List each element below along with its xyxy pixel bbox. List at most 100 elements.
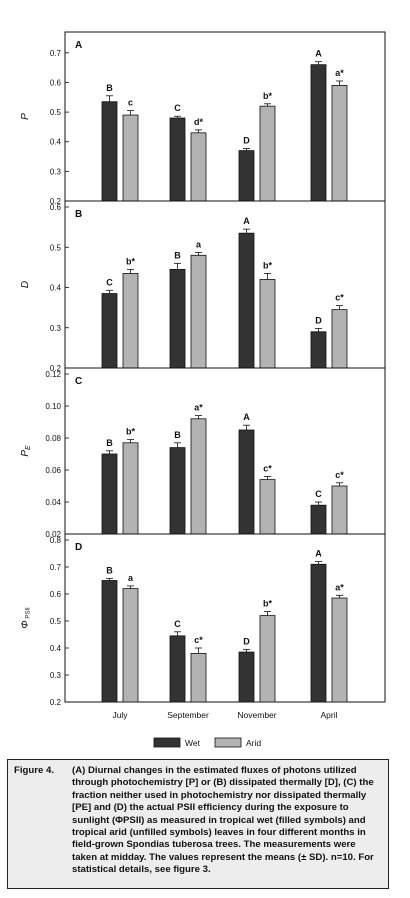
significance-label: c* bbox=[263, 463, 272, 473]
significance-label: b* bbox=[263, 91, 272, 101]
bar-arid-september bbox=[190, 254, 207, 369]
significance-label: C bbox=[174, 103, 181, 113]
significance-label: a bbox=[128, 573, 134, 583]
figure-caption: Figure 4. (A) Diurnal changes in the est… bbox=[7, 759, 389, 889]
y-tick-label: 0.7 bbox=[50, 563, 62, 572]
significance-label: B bbox=[174, 250, 181, 260]
significance-label: D bbox=[243, 136, 250, 146]
bar-arid-july bbox=[122, 114, 139, 202]
significance-label: A bbox=[243, 216, 250, 226]
bar-wet-april bbox=[310, 331, 327, 369]
y-axis-label: PE bbox=[20, 445, 32, 457]
bar-wet-july bbox=[101, 453, 118, 535]
y-axis-label: D bbox=[20, 281, 31, 288]
significance-label: B bbox=[174, 430, 181, 440]
y-tick-label: 0.2 bbox=[50, 364, 62, 373]
significance-label: b* bbox=[263, 260, 272, 270]
bar-arid-april bbox=[331, 85, 348, 202]
y-tick-label: 0.4 bbox=[50, 138, 62, 147]
y-tick-label: 0.02 bbox=[45, 530, 61, 539]
bar-wet-september bbox=[169, 268, 186, 369]
panel-label: D bbox=[75, 542, 82, 553]
bar-arid-april bbox=[331, 309, 348, 369]
legend: Wet Arid bbox=[153, 737, 261, 748]
significance-label: a* bbox=[335, 582, 344, 592]
y-tick-label: 0.5 bbox=[50, 243, 62, 252]
bar-arid-september bbox=[190, 418, 207, 535]
significance-label: B bbox=[106, 565, 113, 575]
x-tick-label-november: November bbox=[237, 710, 276, 720]
y-tick-label: 0.7 bbox=[50, 49, 62, 58]
caption-label: Figure 4. bbox=[14, 765, 54, 776]
y-tick-label: 0.08 bbox=[45, 434, 61, 443]
bar-wet-april bbox=[310, 504, 327, 535]
significance-label: a* bbox=[335, 68, 344, 78]
bar-arid-july bbox=[122, 442, 139, 535]
y-tick-label: 0.2 bbox=[50, 197, 62, 206]
significance-label: A bbox=[243, 412, 250, 422]
bar-arid-september bbox=[190, 653, 207, 703]
y-tick-label: 0.12 bbox=[45, 370, 61, 379]
y-tick-label: 0.5 bbox=[50, 617, 62, 626]
y-tick-label: 0.04 bbox=[45, 498, 61, 507]
y-axis-label-subscript: PSII bbox=[26, 607, 32, 620]
significance-label: b* bbox=[126, 427, 135, 437]
y-tick-label: 0.6 bbox=[50, 203, 62, 212]
legend-wet-swatch bbox=[153, 737, 181, 748]
bar-arid-april bbox=[331, 485, 348, 535]
y-tick-label: 0.2 bbox=[50, 698, 62, 707]
y-tick-label: 0.4 bbox=[50, 644, 62, 653]
bar-wet-july bbox=[101, 293, 118, 369]
y-tick-label: 0.06 bbox=[45, 466, 61, 475]
significance-label: a* bbox=[194, 403, 203, 413]
y-tick-label: 0.3 bbox=[50, 324, 62, 333]
panel-d: D Φ PSII 0.2 0.3 0.4 0.5 0.6 0.7 0.8 Ba Cc* Db* Aa* bbox=[20, 533, 386, 707]
bar-arid-november bbox=[259, 479, 276, 535]
y-tick-label: 0.10 bbox=[45, 402, 61, 411]
y-axis-label-subscript: E bbox=[25, 445, 32, 450]
significance-label: D bbox=[243, 636, 250, 646]
y-tick-label: 0.3 bbox=[50, 167, 62, 176]
y-tick-label: 0.3 bbox=[50, 671, 62, 680]
significance-label: d* bbox=[194, 117, 203, 127]
significance-label: D bbox=[315, 316, 322, 326]
bar-wet-november bbox=[238, 150, 255, 202]
significance-label: B bbox=[106, 83, 113, 93]
bar-arid-november bbox=[259, 105, 276, 202]
bar-arid-july bbox=[122, 588, 139, 703]
significance-label: C bbox=[174, 619, 181, 629]
y-axis-label: P bbox=[20, 113, 31, 120]
chart-panels: A P 0.2 0.3 0.4 0.5 0.6 0.7 Bc Cd* Db* Aa* B D 0.2 0.3 0… bbox=[20, 31, 386, 707]
panel-a: A P 0.2 0.3 0.4 0.5 0.6 0.7 Bc Cd* Db* Aa* bbox=[20, 31, 386, 206]
bar-arid-april bbox=[331, 597, 348, 703]
x-axis-categories: July September November April bbox=[112, 710, 337, 720]
significance-label: A bbox=[315, 549, 322, 559]
bar-arid-september bbox=[190, 132, 207, 202]
y-tick-label: 0.6 bbox=[50, 78, 62, 87]
bar-wet-april bbox=[310, 563, 327, 703]
y-tick-label: 0.6 bbox=[50, 590, 62, 599]
y-tick-label: 0.8 bbox=[50, 536, 62, 545]
panel-c: C PE 0.02 0.04 0.06 0.08 0.10 0.12 Bb* Ba* Ac* Cc* bbox=[20, 367, 386, 539]
significance-label: b* bbox=[126, 256, 135, 266]
caption-text: (A) Diurnal changes in the estimated flu… bbox=[72, 765, 374, 876]
y-axis-label: Φ PSII bbox=[20, 607, 32, 629]
bar-wet-november bbox=[238, 429, 255, 535]
significance-label: B bbox=[106, 438, 113, 448]
x-tick-label-july: July bbox=[112, 710, 128, 720]
bar-wet-april bbox=[310, 64, 327, 202]
figure-4-chart: A P 0.2 0.3 0.4 0.5 0.6 0.7 Bc Cd* Db* Aa* B D 0.2 0.3 0… bbox=[20, 31, 386, 748]
legend-wet-label: Wet bbox=[185, 738, 201, 748]
bar-wet-july bbox=[101, 101, 118, 202]
panel-label: A bbox=[75, 40, 82, 51]
significance-label: c* bbox=[194, 635, 203, 645]
significance-label: A bbox=[315, 49, 322, 59]
panel-frame bbox=[64, 533, 386, 703]
bar-arid-november bbox=[259, 615, 276, 703]
bar-wet-september bbox=[169, 117, 186, 202]
legend-arid-swatch bbox=[214, 737, 242, 748]
significance-label: c* bbox=[335, 293, 344, 303]
bar-wet-november bbox=[238, 651, 255, 703]
panel-b: B D 0.2 0.3 0.4 0.5 0.6 Cb* Ba Ab* Dc* bbox=[20, 200, 386, 373]
panel-label: C bbox=[75, 376, 82, 387]
